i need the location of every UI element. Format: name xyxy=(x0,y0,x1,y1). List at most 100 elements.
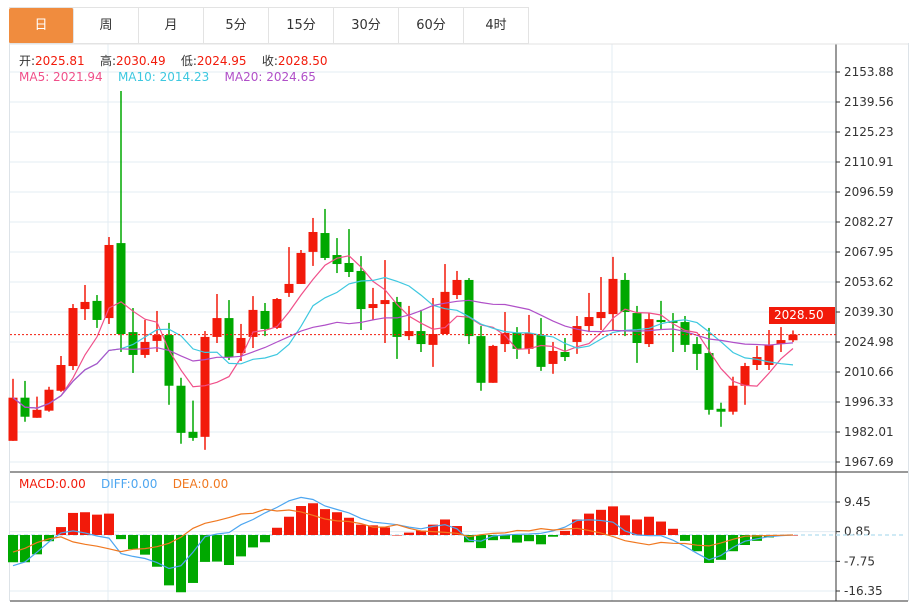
candle-body xyxy=(284,283,294,293)
macd-bar xyxy=(308,503,318,535)
candle-body xyxy=(80,301,90,310)
macd-bar xyxy=(380,527,390,535)
candle-body xyxy=(560,352,570,358)
price-axis-label: 2039.30 xyxy=(844,305,894,319)
candle-body xyxy=(188,431,198,438)
macd-bar xyxy=(428,524,438,535)
candle-body xyxy=(596,312,606,319)
macd-bar xyxy=(8,535,18,563)
candle-body xyxy=(164,335,174,386)
macd-bar xyxy=(176,535,186,593)
candle-body xyxy=(404,331,414,337)
candle-body xyxy=(200,336,210,437)
candle-body xyxy=(332,255,342,265)
candle-body xyxy=(488,345,498,383)
candle-body xyxy=(680,322,690,345)
candle-body xyxy=(272,299,282,328)
candle-body xyxy=(8,397,18,441)
macd-bar xyxy=(200,535,210,562)
macd-bar xyxy=(212,535,222,562)
macd-bar xyxy=(116,535,126,540)
candle-body xyxy=(716,408,726,412)
candle-body xyxy=(632,313,642,344)
candle-body xyxy=(572,326,582,342)
candle-body xyxy=(500,332,510,345)
ma10-line xyxy=(12,276,794,409)
close-value: 2028.50 xyxy=(277,54,328,68)
candle-body xyxy=(104,244,114,319)
candle-body xyxy=(152,335,162,341)
macd-bar xyxy=(80,512,90,535)
candle-body xyxy=(608,278,618,315)
candle-body xyxy=(584,317,594,327)
candle-body xyxy=(464,279,474,337)
macd-bar xyxy=(392,535,402,536)
price-axis-label: 1996.33 xyxy=(844,395,894,409)
price-axis-label: 2153.88 xyxy=(844,65,894,79)
macd-bar xyxy=(272,527,282,535)
macd-bar xyxy=(608,506,618,535)
candle-body xyxy=(224,318,234,358)
macd-bar xyxy=(548,535,558,537)
candle-body xyxy=(344,262,354,272)
macd-bar xyxy=(596,509,606,535)
macd-bar xyxy=(140,535,150,555)
candle-body xyxy=(128,332,138,355)
high-value: 2030.49 xyxy=(115,54,166,68)
macd-info: MACD:0.00 DIFF:0.00 DEA:0.00 xyxy=(19,477,228,491)
macd-bar xyxy=(500,535,510,540)
candle-body xyxy=(656,319,666,323)
macd-bar xyxy=(512,535,522,543)
macd-bar xyxy=(236,535,246,557)
macd-bar xyxy=(632,519,642,535)
candle-body xyxy=(512,332,522,349)
macd-bar xyxy=(68,512,78,535)
high-label: 高: xyxy=(99,54,116,68)
candle-body xyxy=(236,337,246,354)
close-label: 收: xyxy=(261,54,278,68)
candle-body xyxy=(476,336,486,383)
ma5-line xyxy=(12,255,794,409)
macd-axis-label: 9.45 xyxy=(844,495,871,509)
candle-body xyxy=(620,279,630,313)
macd-bar xyxy=(668,528,678,535)
candle-body xyxy=(788,334,798,341)
macd-bar xyxy=(128,535,138,550)
candle-body xyxy=(68,308,78,367)
macd-bar xyxy=(260,535,270,543)
candle-body xyxy=(356,270,366,310)
low-value: 2024.95 xyxy=(196,54,247,68)
candle-body xyxy=(248,309,258,337)
macd-bar xyxy=(320,509,330,535)
macd-bar xyxy=(656,521,666,535)
ma20-value: MA20: 2024.65 xyxy=(224,70,316,84)
candle-body xyxy=(428,333,438,345)
price-axis-label: 1982.01 xyxy=(844,425,894,439)
ma20-line xyxy=(12,299,794,409)
candle-body xyxy=(524,332,534,349)
macd-bar xyxy=(416,530,426,535)
macd-bar xyxy=(44,535,54,542)
macd-bar xyxy=(620,515,630,535)
macd-bar xyxy=(164,535,174,586)
dea-value: DEA:0.00 xyxy=(172,477,229,491)
candle-body xyxy=(116,243,126,334)
candle-body xyxy=(752,357,762,365)
macd-bar xyxy=(692,535,702,552)
candle-body xyxy=(56,364,66,391)
macd-bar xyxy=(332,512,342,535)
price-axis-label: 1967.69 xyxy=(844,455,894,469)
macd-bar xyxy=(32,535,42,555)
macd-bar xyxy=(704,535,714,563)
macd-bar xyxy=(752,535,762,541)
price-axis-label: 2125.23 xyxy=(844,125,894,139)
macd-value: MACD:0.00 xyxy=(19,477,86,491)
macd-bar xyxy=(740,535,750,546)
macd-bar xyxy=(152,535,162,567)
price-axis-label: 2082.27 xyxy=(844,215,894,229)
price-axis-label: 2067.95 xyxy=(844,245,894,259)
price-axis-label: 2139.56 xyxy=(844,95,894,109)
candle-body xyxy=(452,279,462,296)
macd-axis-label: -16.35 xyxy=(844,584,883,598)
